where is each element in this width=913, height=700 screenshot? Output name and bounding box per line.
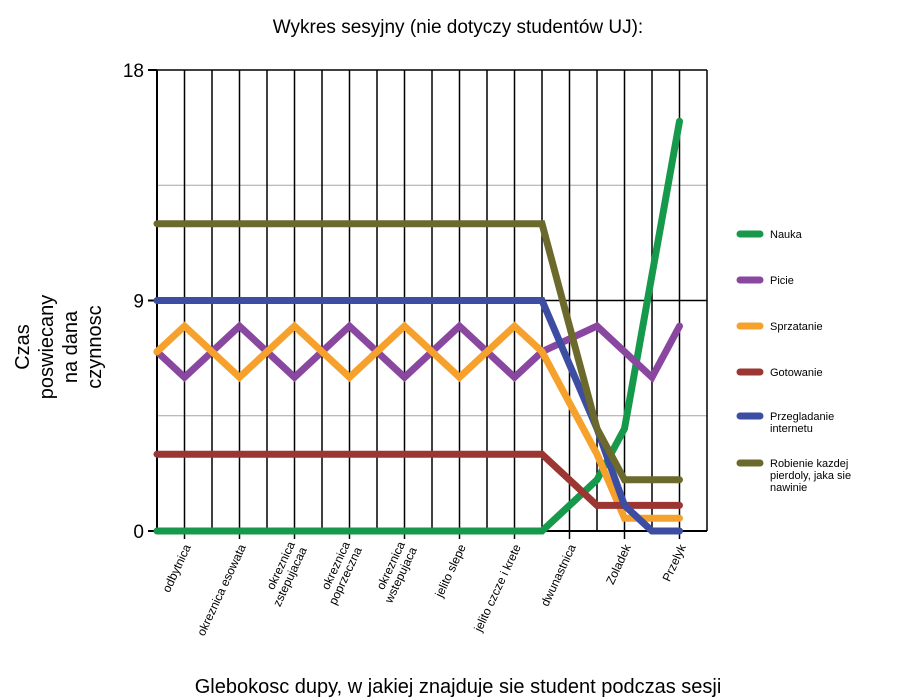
legend-label-line: pierdoly, jaka sie — [770, 470, 851, 482]
x-tick-label-line: Przelyk — [660, 541, 690, 583]
legend-label-line: Picie — [770, 275, 794, 287]
y-axis-label-line: na dana — [60, 310, 82, 383]
x-tick-labels: odbytnica okreznica esowata okreznicazstep… — [159, 539, 689, 638]
legend-label-line: Robienie kazdej — [770, 458, 848, 470]
legend-label: Sprzatanie — [770, 321, 823, 333]
legend-label-line: internetu — [770, 423, 813, 435]
series-line-4 — [153, 450, 683, 509]
x-tick-label: dwunastnica — [538, 542, 579, 609]
legend-label: Przegladanie internetu — [770, 411, 834, 435]
series-line-2 — [153, 321, 683, 383]
legend-label-line: Gotowanie — [770, 367, 823, 379]
x-tick-label: okreznicapoprzeczna — [314, 539, 365, 607]
y-tick-label: 18 — [123, 61, 144, 82]
legend-label: Nauka — [770, 229, 803, 241]
legend-label: Robienie kazdej pierdoly, jaka sie nawinie — [770, 458, 851, 494]
x-tick-label: okreznicazstepujacaa — [258, 539, 310, 609]
legend-label-line: Przegladanie — [770, 411, 834, 423]
x-tick-label: jelito slepe — [432, 542, 469, 601]
series-line-6 — [153, 220, 683, 484]
x-tick-label-line: jelito slepe — [432, 542, 469, 601]
legend-label: Picie — [770, 275, 794, 287]
chart-title: Wykres sesyjny (nie dotyczy studentów UJ… — [273, 17, 643, 38]
x-tick-label-line: okreznica esowata — [194, 542, 249, 638]
y-tick-labels: 0 9 18 — [123, 61, 144, 543]
series-lines — [153, 117, 683, 535]
x-axis-label: Glebokosc dupy, w jakiej znajduje sie st… — [195, 676, 722, 698]
series-line-3 — [153, 321, 683, 522]
x-tick-label: jelito czcze i krete — [471, 542, 524, 635]
x-tick-label-line: dwunastnica — [538, 542, 579, 609]
series-line-1 — [153, 117, 683, 535]
x-tick-label-line: odbytnica — [159, 542, 194, 595]
axes — [148, 69, 707, 539]
y-axis-label: Czas poswiecany na dana czynnosc — [12, 295, 106, 400]
x-tick-label: Przelyk — [660, 541, 690, 583]
x-tick-label: odbytnica — [159, 542, 194, 595]
x-tick-label: okreznicawstepujaca — [369, 539, 419, 606]
y-tick-label: 9 — [133, 292, 144, 313]
x-tick-label-line: jelito czcze i krete — [471, 542, 524, 635]
y-axis-label-line: Czas — [12, 324, 34, 370]
y-axis-label-line: czynnosc — [84, 305, 106, 388]
legend-label-line: Sprzatanie — [770, 321, 823, 333]
y-axis-label-line: poswiecany — [36, 295, 58, 400]
legend-label-line: nawinie — [770, 482, 807, 494]
legend-label-line: Nauka — [770, 229, 803, 241]
y-tick-label: 0 — [133, 522, 144, 543]
legend: Nauka Picie Sprzatanie Gotowanie Przegladani… — [736, 229, 851, 494]
x-tick-label: okreznica esowata — [194, 542, 249, 638]
legend-label: Gotowanie — [770, 367, 823, 379]
x-tick-label: Zoladek — [603, 541, 634, 587]
x-tick-label-line: Zoladek — [603, 541, 634, 587]
